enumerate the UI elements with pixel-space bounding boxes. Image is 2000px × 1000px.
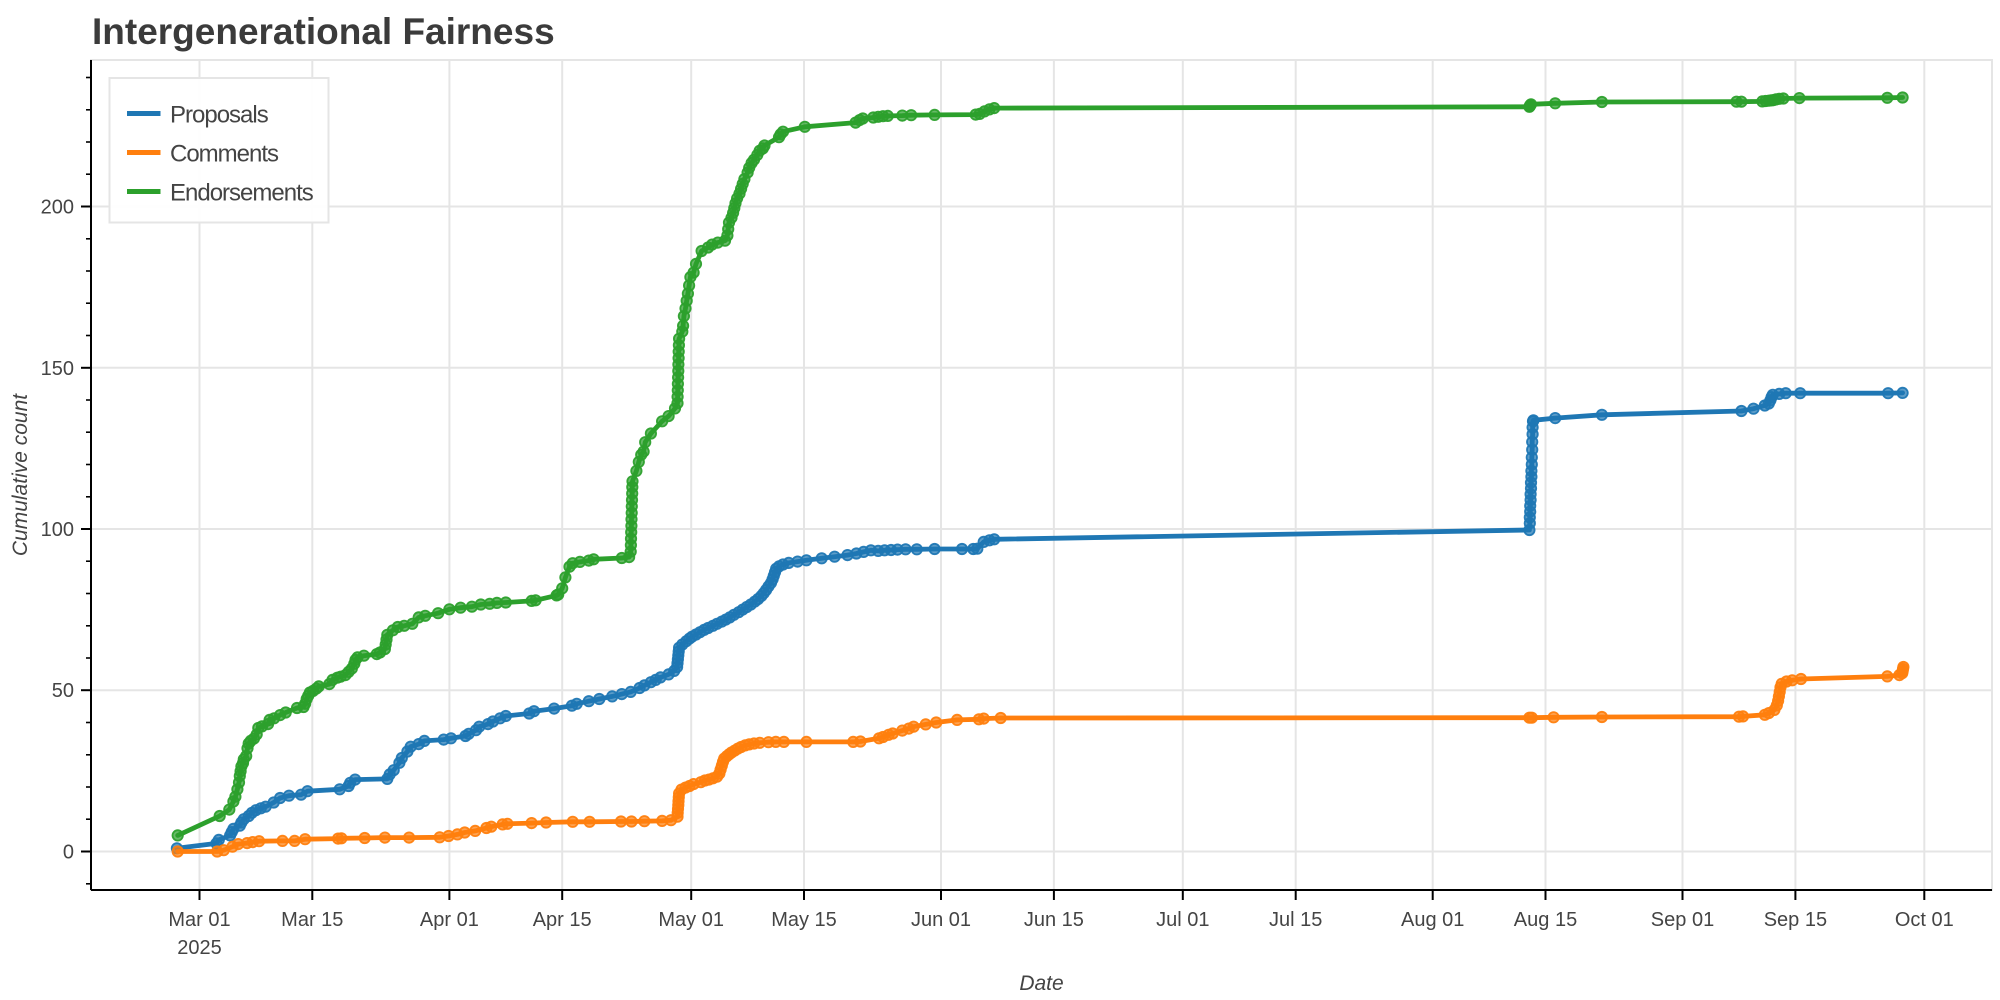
svg-text:0: 0 bbox=[63, 842, 74, 864]
svg-text:150: 150 bbox=[41, 358, 74, 380]
svg-text:Apr 15: Apr 15 bbox=[533, 909, 592, 931]
svg-text:Jul 15: Jul 15 bbox=[1269, 909, 1322, 931]
svg-text:2025: 2025 bbox=[177, 937, 222, 959]
svg-text:50: 50 bbox=[52, 680, 74, 702]
svg-text:Endorsements: Endorsements bbox=[170, 180, 314, 207]
svg-text:May 01: May 01 bbox=[658, 909, 724, 931]
svg-text:Oct 01: Oct 01 bbox=[1895, 909, 1954, 931]
svg-text:200: 200 bbox=[41, 197, 74, 219]
svg-text:Jun 01: Jun 01 bbox=[911, 909, 971, 931]
svg-text:Aug 01: Aug 01 bbox=[1401, 909, 1464, 931]
svg-text:Sep 15: Sep 15 bbox=[1764, 909, 1827, 931]
svg-text:Mar 15: Mar 15 bbox=[281, 909, 343, 931]
svg-text:Date: Date bbox=[1019, 972, 1063, 995]
svg-text:Sep 01: Sep 01 bbox=[1651, 909, 1714, 931]
svg-text:Aug 15: Aug 15 bbox=[1514, 909, 1577, 931]
svg-text:Comments: Comments bbox=[170, 141, 279, 168]
svg-text:May 15: May 15 bbox=[771, 909, 837, 931]
svg-text:Jun 15: Jun 15 bbox=[1024, 909, 1084, 931]
svg-text:Apr 01: Apr 01 bbox=[420, 909, 479, 931]
svg-text:Cumulative count: Cumulative count bbox=[9, 393, 32, 556]
svg-text:Jul 01: Jul 01 bbox=[1156, 909, 1209, 931]
svg-text:Mar 01: Mar 01 bbox=[168, 909, 230, 931]
svg-text:Intergenerational Fairness: Intergenerational Fairness bbox=[92, 11, 555, 52]
svg-text:100: 100 bbox=[41, 519, 74, 541]
svg-text:Proposals: Proposals bbox=[170, 102, 269, 129]
